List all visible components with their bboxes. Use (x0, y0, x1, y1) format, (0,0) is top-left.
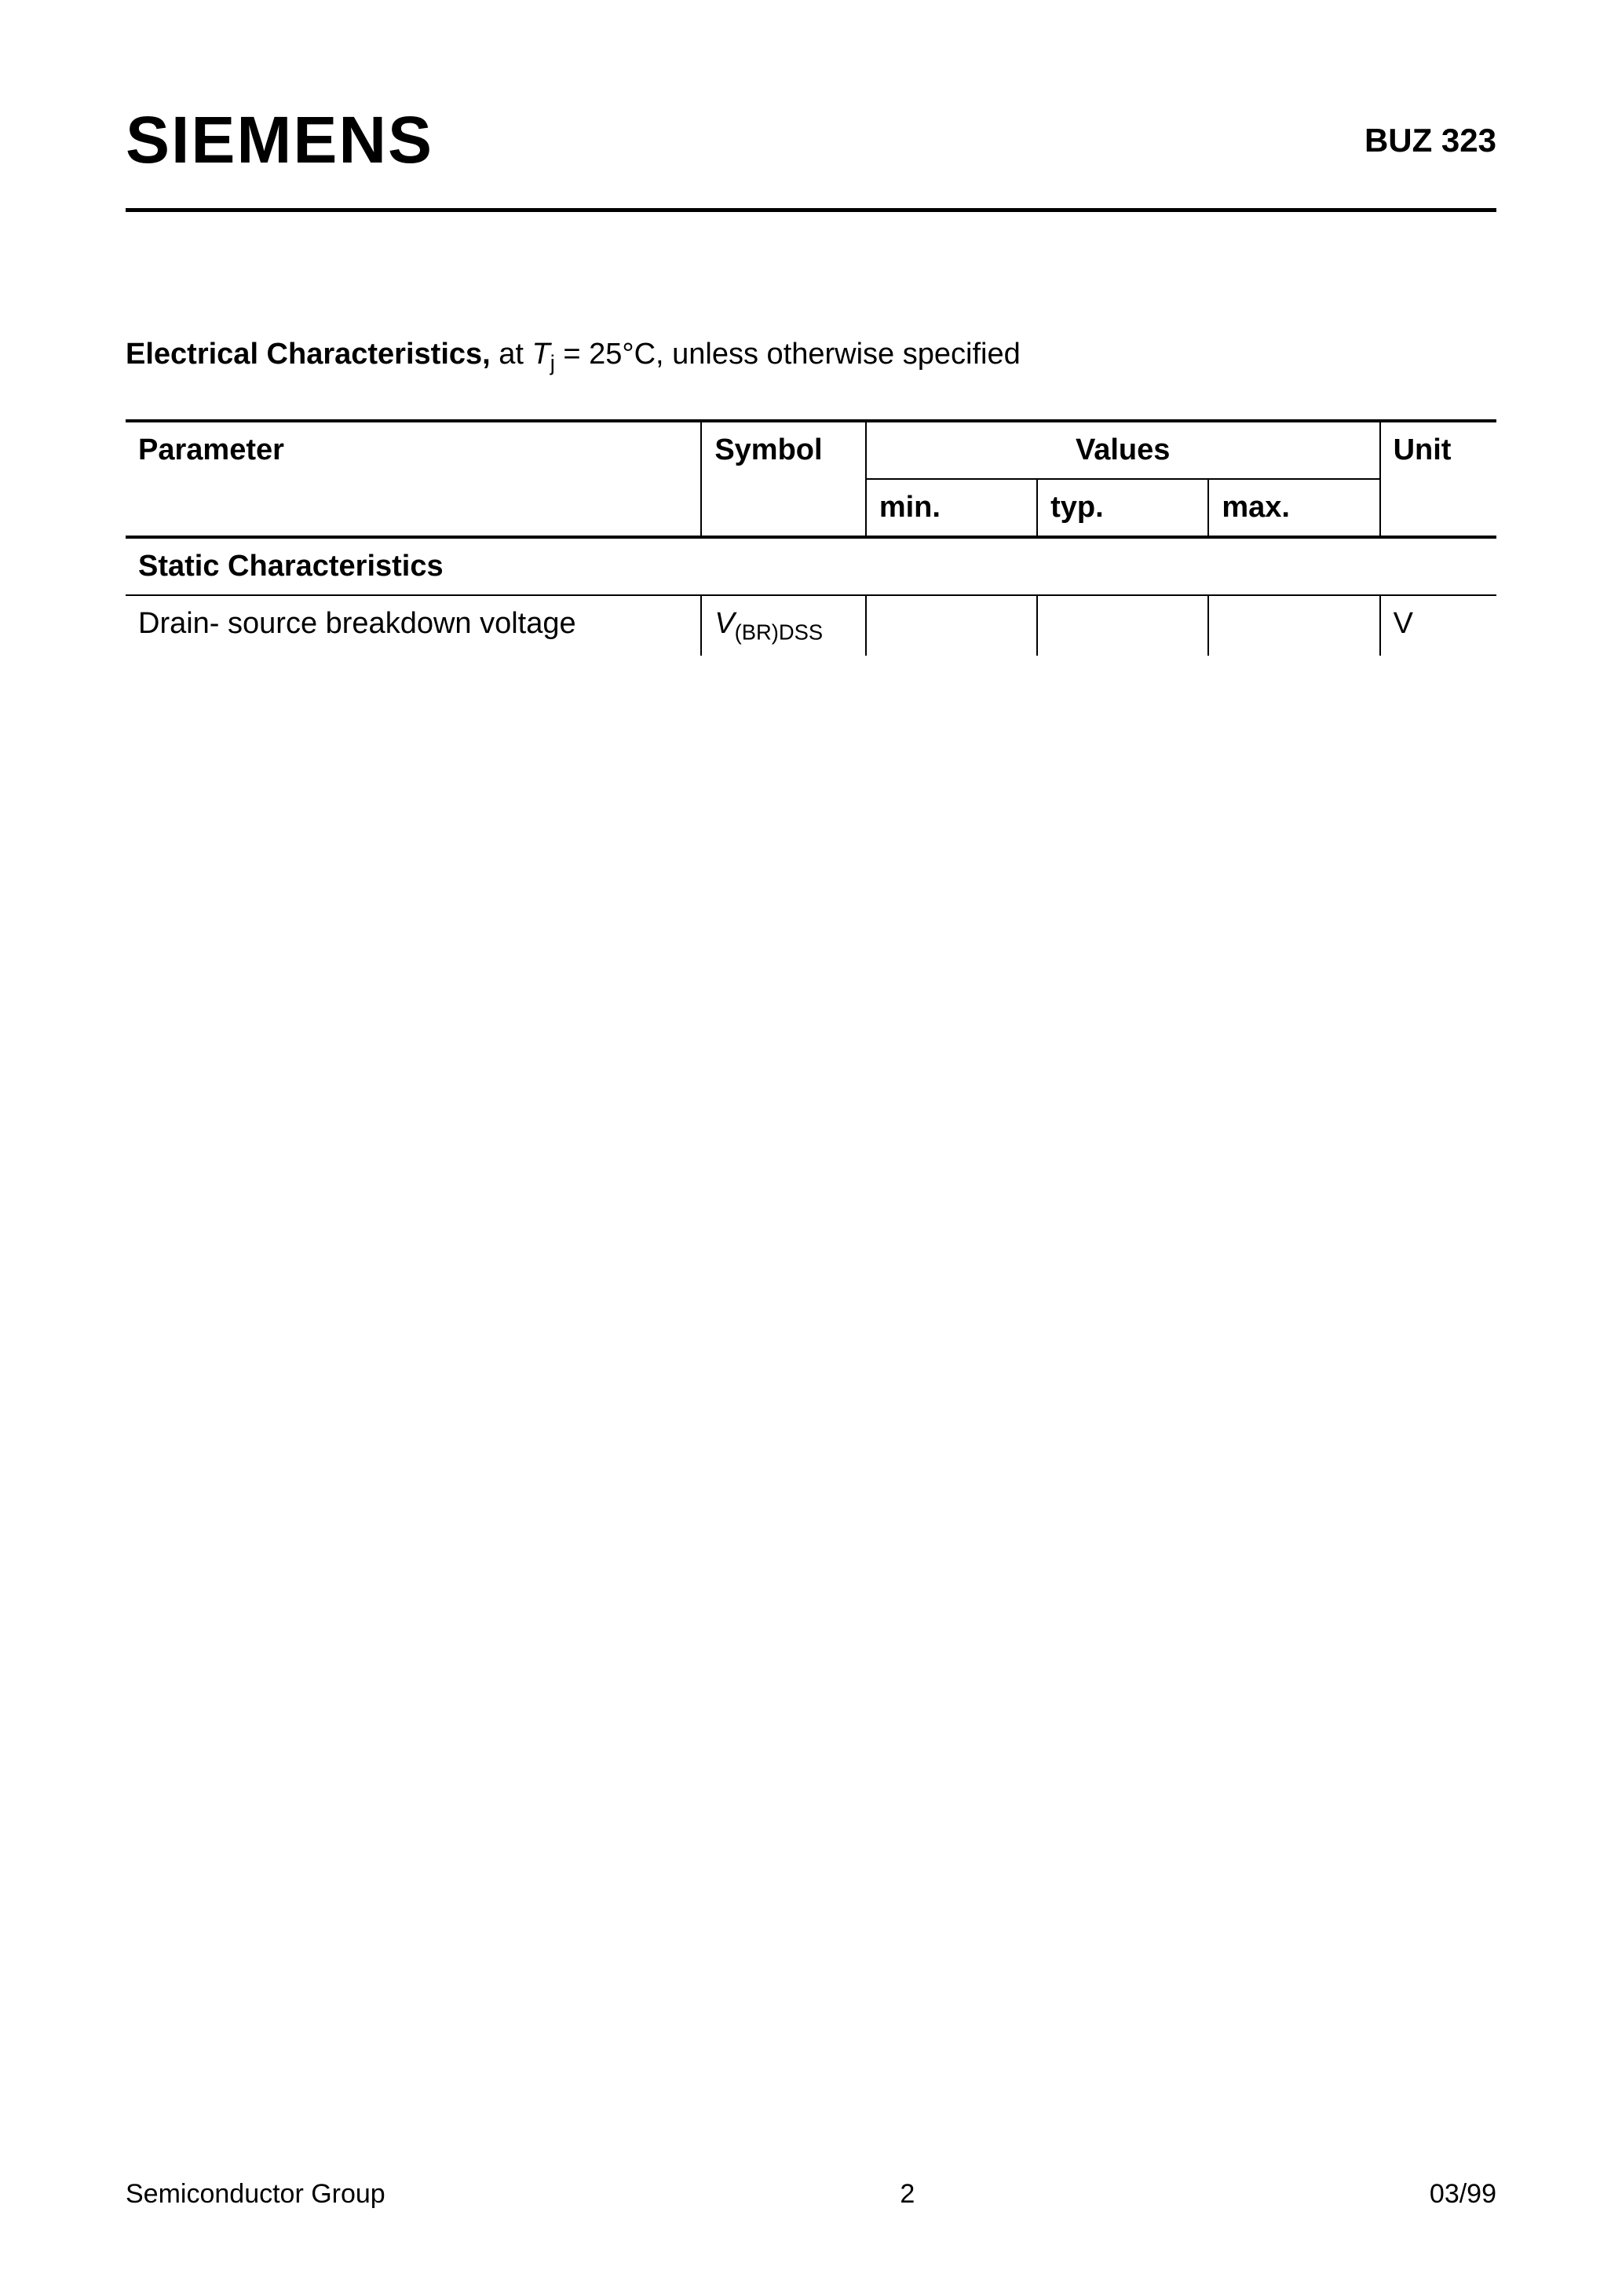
page-header: SIEMENS BUZ 323 (126, 102, 1496, 202)
th-unit: Unit (1380, 421, 1496, 537)
characteristics-table: Parameter Symbol Values Unit min. typ. m… (126, 419, 1496, 656)
th-parameter: Parameter (126, 421, 701, 537)
param-symbol: V(BR)DSS (701, 595, 866, 656)
page: SIEMENS BUZ 323 Electrical Characteristi… (0, 0, 1622, 2296)
static-label-cell: Static Characteristics (126, 537, 1496, 595)
th-typ: typ. (1037, 479, 1208, 537)
brand-logo: SIEMENS (126, 102, 433, 178)
header-rule (126, 208, 1496, 212)
page-footer: Semiconductor Group 2 03/99 (126, 2179, 1496, 2210)
part-number: BUZ 323 (1364, 122, 1496, 159)
th-symbol: Symbol (701, 421, 866, 537)
empty-cell (866, 595, 1037, 656)
th-max: max. (1208, 479, 1379, 537)
footer-center: 2 (900, 2179, 915, 2210)
section-title-bold: Electrical Characteristics, (126, 338, 491, 371)
table-head: Parameter Symbol Values Unit min. typ. m… (126, 421, 1496, 537)
th-values: Values (866, 421, 1380, 479)
empty-cell (1208, 595, 1379, 656)
footer-right: 03/99 (1430, 2179, 1496, 2210)
param-name: Drain- source breakdown voltage (126, 595, 701, 656)
param-name-row: Drain- source breakdown voltageV(BR)DSS V (126, 595, 1496, 656)
table-body: Static Characteristics Drain- source bre… (126, 537, 1496, 656)
section-title-rest: at Tj = 25°C, unless otherwise specified (499, 338, 1020, 371)
section-title: Electrical Characteristics, at Tj = 25°C… (126, 338, 1496, 376)
param-unit: V (1380, 595, 1496, 656)
th-min: min. (866, 479, 1037, 537)
empty-cell (1037, 595, 1208, 656)
footer-left: Semiconductor Group (126, 2179, 385, 2210)
static-characteristics-label: Static Characteristics (126, 537, 1496, 595)
